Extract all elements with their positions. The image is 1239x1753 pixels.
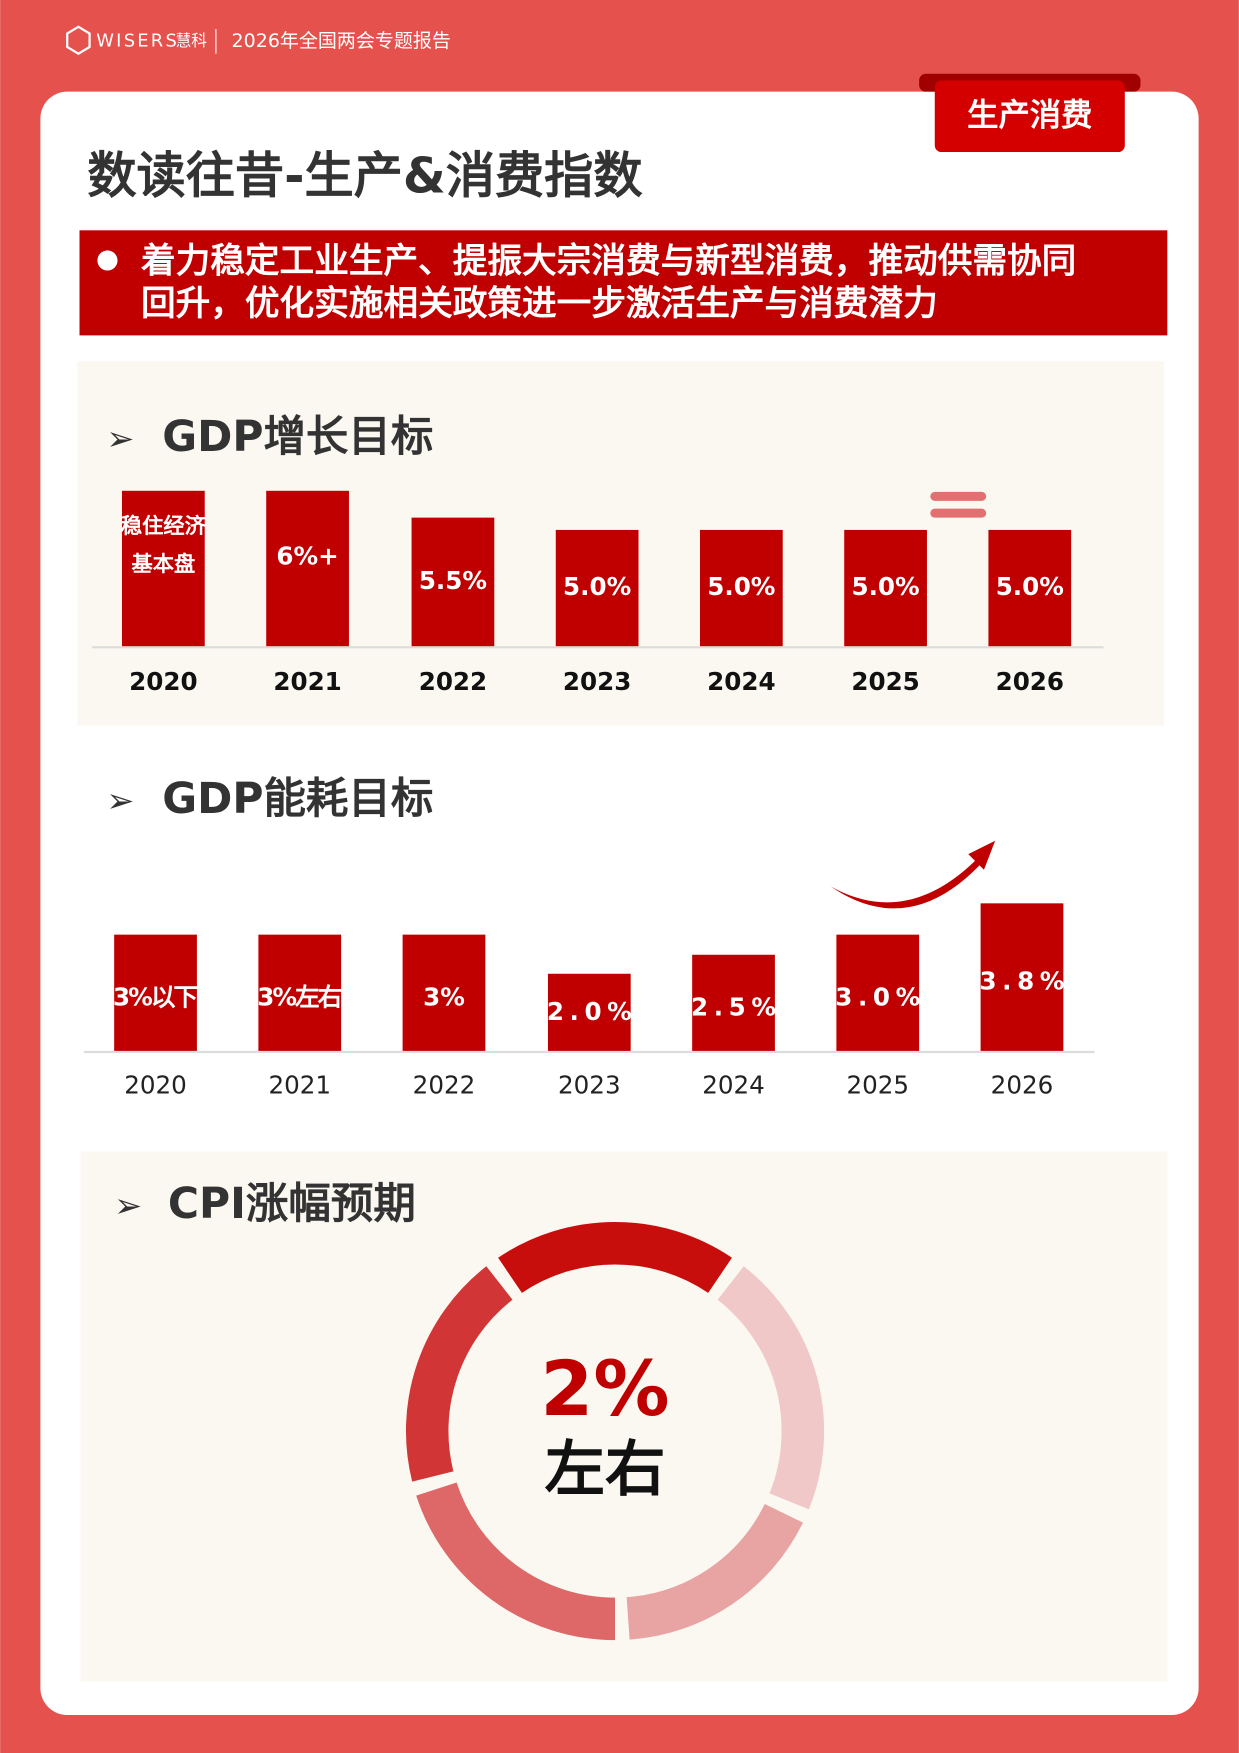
tag-box [934,80,1125,153]
arrow-icon: ➢ [106,781,134,820]
bar-label: 5.0% [563,572,631,601]
bar-label: 3.8% [979,967,1064,996]
year-label: 2026 [996,667,1064,696]
donut-segment [717,1266,825,1510]
bar-label: 5.5% [419,566,487,595]
trend-arrow [830,840,996,909]
bar [988,529,1072,647]
banner-line: 着力稳定工业生产、提振大宗消费与新型消费，推动供需协同 [140,242,1076,282]
year-label: 2020 [124,1071,187,1100]
bar [692,954,775,1051]
bar-label: 3% [423,982,465,1011]
bar-label: 3%以下 [113,982,198,1011]
bar [555,529,639,647]
donut-segment [405,1266,513,1482]
year-label: 2021 [268,1071,331,1100]
section-title: CPI涨幅预期 [168,1180,416,1229]
bar [121,490,205,647]
year-label: 2025 [851,667,919,696]
donut-segment [498,1221,732,1294]
bar-label: 稳住经济 [121,513,207,539]
bar-label: 5.0% [851,572,919,601]
year-label: 2025 [846,1071,909,1100]
arrow-icon: ➢ [114,1186,142,1225]
bar [699,529,783,647]
bar-label: 6%+ [276,541,338,570]
donut-segment [626,1503,803,1640]
donut [405,1221,825,1641]
year-label: 2022 [419,667,487,696]
brand-cn: 慧科 [176,31,208,50]
bar [411,517,495,647]
year-label: 2023 [558,1071,621,1100]
bar [402,934,486,1051]
donut-segment [416,1482,616,1641]
banner-line: 回升，优化实施相关政策进一步激活生产与消费潜力 [141,284,938,324]
page-title: 数读往昔-生产&消费指数 [87,146,643,204]
bar-label: 3.0% [835,982,920,1011]
year-label: 2023 [563,667,631,696]
year-label: 2026 [991,1071,1054,1100]
bar [547,973,631,1051]
arrow-icon: ➢ [106,419,134,458]
bar-label: 5.0% [707,572,775,601]
bar-label: 2.0% [547,997,632,1026]
section-title: GDP能耗目标 [162,775,433,824]
year-label: 2022 [413,1071,476,1100]
bar [266,490,349,647]
year-label: 2020 [129,667,197,696]
bullet [97,250,118,271]
year-label: 2021 [273,667,341,696]
bar [114,934,197,1051]
report-name: 2026年全国两会专题报告 [232,30,451,52]
cpi-value: 2% [540,1344,669,1433]
cpi-note: 左右 [545,1435,666,1505]
bar-label: 2.5% [691,992,776,1021]
bar [258,934,342,1051]
brand: WISERS [96,30,179,51]
tag: 生产消费 [967,97,1092,133]
bar [844,529,927,647]
year-label: 2024 [702,1071,765,1100]
bar-label: 5.0% [996,572,1064,601]
section-title: GDP增长目标 [162,413,433,462]
banner [79,230,1168,336]
bar [836,934,920,1051]
bar [980,903,1064,1051]
bar-label: 基本盘 [132,551,196,577]
logo-icon [66,25,91,55]
year-label: 2024 [707,667,775,696]
bar-label: 3%左右 [257,982,342,1011]
